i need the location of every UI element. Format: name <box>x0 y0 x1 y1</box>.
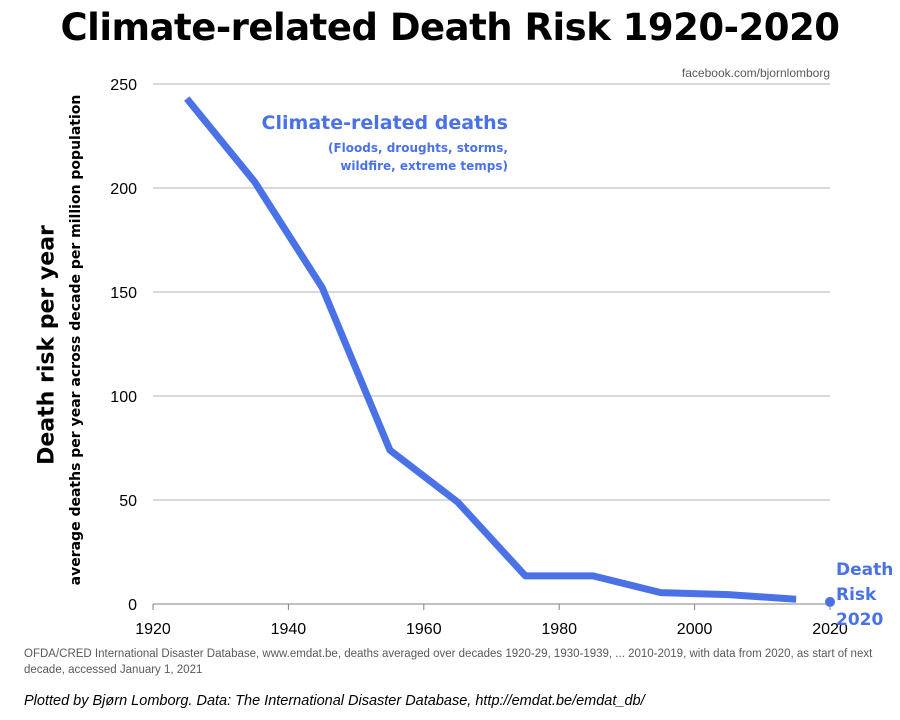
series-line-0 <box>184 96 797 603</box>
x-tick-label-1940: 1940 <box>271 621 307 638</box>
chart-title: Climate-related Death Risk 1920-2020 <box>60 6 841 49</box>
y-tick-label-150: 150 <box>110 285 137 302</box>
highlight-point-2020 <box>825 596 835 607</box>
y-tick-label-250: 250 <box>110 77 137 94</box>
death-risk-2020-annotation: Death Risk 2020 <box>836 558 896 633</box>
footer-attribution: Plotted by Bjørn Lomborg. Data: The Inte… <box>24 693 645 709</box>
series-sublabel-line-2: wildfire, extreme temps) <box>340 159 508 173</box>
x-tick-label-1920: 1920 <box>135 621 171 638</box>
annotation-line-1: Death <box>836 560 894 580</box>
x-tick-label-1960: 1960 <box>406 621 442 638</box>
x-tick-label-2020: 2020 <box>812 621 848 638</box>
annotation-line-3: 2020 <box>836 610 884 630</box>
credit-text: facebook.com/bjornlomborg <box>681 66 830 80</box>
annotation-line-2: Risk <box>836 585 877 605</box>
y-tick-label-50: 50 <box>119 493 137 510</box>
source-note: OFDA/CRED International Disaster Databas… <box>24 648 873 676</box>
series-sublabel: (Floods, droughts, storms, wildfire, ext… <box>288 139 508 175</box>
x-tick-label-2000: 2000 <box>677 621 713 638</box>
x-tick-label-1980: 1980 <box>541 621 577 638</box>
y-tick-label-0: 0 <box>128 597 137 614</box>
series-sublabel-line-1: (Floods, droughts, storms, <box>327 141 508 155</box>
y-tick-label-200: 200 <box>110 181 137 198</box>
y-tick-label-100: 100 <box>110 389 137 406</box>
series-label: Climate-related deaths <box>261 112 508 134</box>
